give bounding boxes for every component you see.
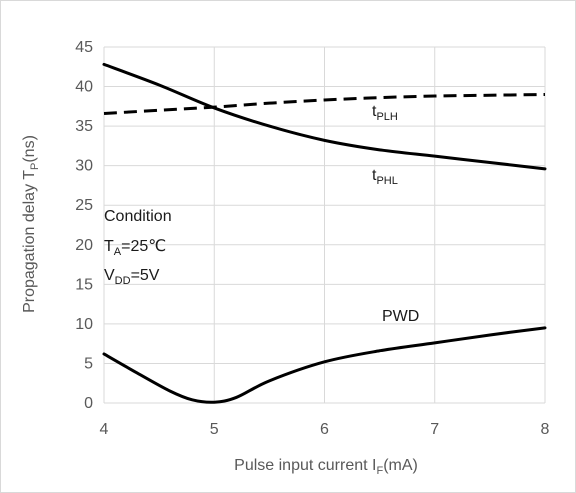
y-tick-label: 0 [84,395,93,412]
series-label-pwd: PWD [382,308,419,325]
series-lines [102,62,547,404]
series-label-tphl: tPHL [372,167,398,187]
y-tick-label: 25 [75,197,93,214]
y-tick-label: 5 [84,355,93,372]
series-line-tphl [102,62,547,171]
y-tick-label: 35 [75,118,93,135]
y-tick-label: 10 [75,316,93,333]
x-axis-title: Pulse input current IF(mA) [234,457,418,477]
series-line-tplh [103,92,546,115]
y-tick-label: 40 [75,79,93,96]
series-line-pwd [102,326,547,404]
x-tick-label: 8 [541,421,550,438]
y-tick-label: 15 [75,276,93,293]
y-tick-label: 20 [75,237,93,254]
condition-label: Condition [104,208,172,225]
grid-lines [103,46,546,404]
x-tick-labels: 4 5 6 7 8 [100,421,550,438]
condition-ta: TA=25℃ [104,238,166,258]
y-axis-title: Propagation delay TP(ns) [21,135,41,313]
x-tick-label: 5 [210,421,219,438]
y-tick-labels: 0 5 10 15 20 25 30 35 40 45 [75,39,93,412]
condition-vdd: VDD=5V [104,267,160,287]
series-label-tplh: tPLH [372,103,398,123]
x-tick-label: 4 [100,421,109,438]
y-tick-label: 30 [75,158,93,175]
x-tick-label: 7 [430,421,439,438]
y-tick-label: 45 [75,39,93,56]
x-tick-label: 6 [320,421,329,438]
